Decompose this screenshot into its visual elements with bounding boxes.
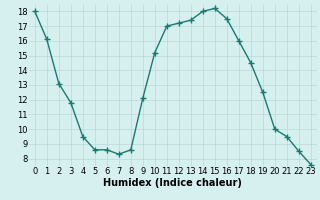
X-axis label: Humidex (Indice chaleur): Humidex (Indice chaleur) <box>103 178 242 188</box>
